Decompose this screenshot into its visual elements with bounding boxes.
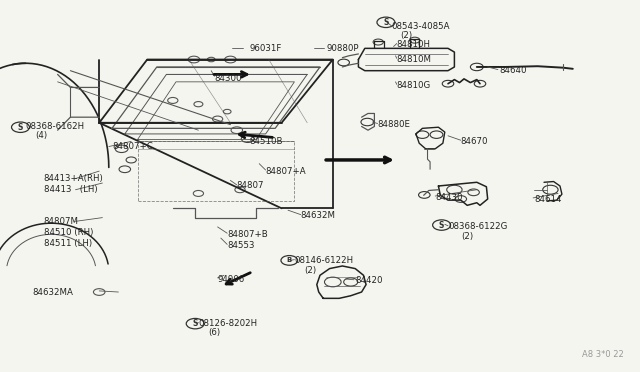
Text: S: S <box>18 123 23 132</box>
Text: 84614: 84614 <box>534 195 562 203</box>
Text: (2): (2) <box>461 232 473 241</box>
Text: 84810H: 84810H <box>397 40 431 49</box>
Text: 84640: 84640 <box>499 66 527 75</box>
Text: S: S <box>439 221 444 230</box>
Text: 84807M: 84807M <box>44 217 79 226</box>
Text: 84807+A: 84807+A <box>266 167 306 176</box>
Text: (6): (6) <box>208 328 220 337</box>
Text: 08126-8202H: 08126-8202H <box>198 319 257 328</box>
Text: 84810G: 84810G <box>397 81 431 90</box>
Text: A8 3*0 22: A8 3*0 22 <box>582 350 624 359</box>
Text: 84632M: 84632M <box>301 211 336 220</box>
Text: 84430: 84430 <box>435 193 463 202</box>
Text: 08146-6122H: 08146-6122H <box>294 256 353 265</box>
Text: 84510 (RH): 84510 (RH) <box>44 228 93 237</box>
Text: 84807+C: 84807+C <box>112 142 153 151</box>
Text: 84413+A(RH): 84413+A(RH) <box>44 174 103 183</box>
Text: (2): (2) <box>304 266 316 275</box>
Text: (4): (4) <box>35 131 47 140</box>
Text: 96031F: 96031F <box>250 44 282 53</box>
Text: 90880P: 90880P <box>326 44 359 53</box>
Text: 84807+B: 84807+B <box>227 230 268 239</box>
Text: B: B <box>287 257 292 263</box>
Text: 84553: 84553 <box>227 241 255 250</box>
Text: 84413   (LH): 84413 (LH) <box>44 185 97 194</box>
Text: 08543-4085A: 08543-4085A <box>392 22 450 31</box>
Text: 84300: 84300 <box>214 74 242 83</box>
Text: 84511 (LH): 84511 (LH) <box>44 239 92 248</box>
Text: 08368-6162H: 08368-6162H <box>26 122 84 131</box>
Text: 84810M: 84810M <box>397 55 432 64</box>
Text: 84632MA: 84632MA <box>32 288 73 296</box>
Text: (2): (2) <box>400 31 412 40</box>
Text: S: S <box>383 18 388 27</box>
Text: 08368-6122G: 08368-6122G <box>448 222 508 231</box>
Text: 84670: 84670 <box>461 137 488 146</box>
Text: 84510B: 84510B <box>250 137 283 146</box>
Text: S: S <box>193 319 198 328</box>
Text: 84420: 84420 <box>355 276 383 285</box>
Text: 84880E: 84880E <box>378 120 411 129</box>
Text: 94906: 94906 <box>218 275 245 283</box>
Text: 84807: 84807 <box>237 182 264 190</box>
